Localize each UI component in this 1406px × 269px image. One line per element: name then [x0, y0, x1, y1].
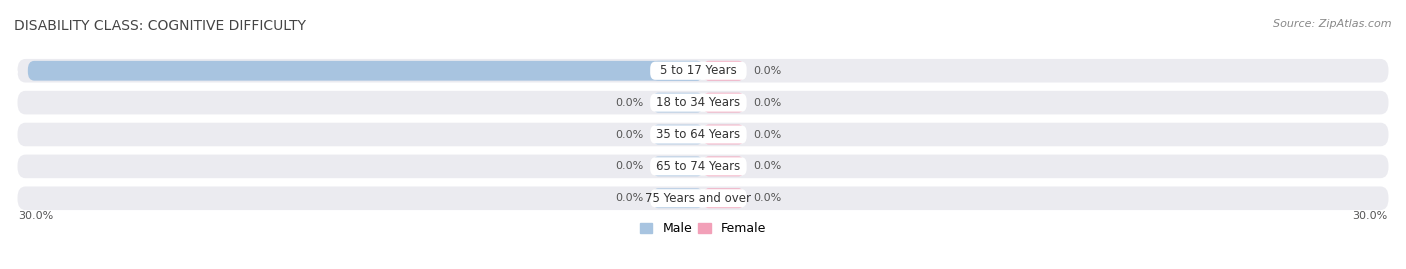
FancyBboxPatch shape [650, 94, 747, 112]
FancyBboxPatch shape [703, 188, 744, 208]
FancyBboxPatch shape [652, 188, 703, 208]
Text: 0.0%: 0.0% [754, 193, 782, 203]
FancyBboxPatch shape [17, 123, 1389, 146]
Text: 0.0%: 0.0% [614, 193, 644, 203]
FancyBboxPatch shape [650, 125, 747, 144]
FancyBboxPatch shape [703, 157, 744, 176]
FancyBboxPatch shape [652, 93, 703, 112]
Text: 0.0%: 0.0% [754, 161, 782, 171]
Text: 0.0%: 0.0% [754, 98, 782, 108]
FancyBboxPatch shape [703, 93, 744, 112]
FancyBboxPatch shape [650, 62, 747, 80]
Text: 18 to 34 Years: 18 to 34 Years [657, 96, 741, 109]
Text: 5 to 17 Years: 5 to 17 Years [659, 64, 737, 77]
Text: DISABILITY CLASS: COGNITIVE DIFFICULTY: DISABILITY CLASS: COGNITIVE DIFFICULTY [14, 19, 307, 33]
FancyBboxPatch shape [703, 61, 744, 81]
FancyBboxPatch shape [703, 125, 744, 144]
FancyBboxPatch shape [652, 61, 703, 81]
Legend: Male, Female: Male, Female [636, 217, 770, 240]
Text: 35 to 64 Years: 35 to 64 Years [657, 128, 741, 141]
FancyBboxPatch shape [28, 61, 703, 81]
Text: 0.0%: 0.0% [614, 129, 644, 140]
Text: 30.0%: 30.0% [1353, 211, 1388, 221]
FancyBboxPatch shape [17, 59, 1389, 83]
FancyBboxPatch shape [652, 125, 703, 144]
Text: 0.0%: 0.0% [754, 66, 782, 76]
FancyBboxPatch shape [650, 189, 747, 207]
FancyBboxPatch shape [650, 157, 747, 175]
FancyBboxPatch shape [17, 91, 1389, 114]
FancyBboxPatch shape [17, 155, 1389, 178]
FancyBboxPatch shape [17, 186, 1389, 210]
Text: 30.0%: 30.0% [18, 211, 53, 221]
Text: 0.0%: 0.0% [754, 129, 782, 140]
FancyBboxPatch shape [652, 157, 703, 176]
Text: 65 to 74 Years: 65 to 74 Years [657, 160, 741, 173]
Text: 0.0%: 0.0% [614, 98, 644, 108]
Text: Source: ZipAtlas.com: Source: ZipAtlas.com [1274, 19, 1392, 29]
Text: 29.4%: 29.4% [0, 66, 18, 76]
Text: 0.0%: 0.0% [614, 161, 644, 171]
Text: 75 Years and over: 75 Years and over [645, 192, 751, 205]
